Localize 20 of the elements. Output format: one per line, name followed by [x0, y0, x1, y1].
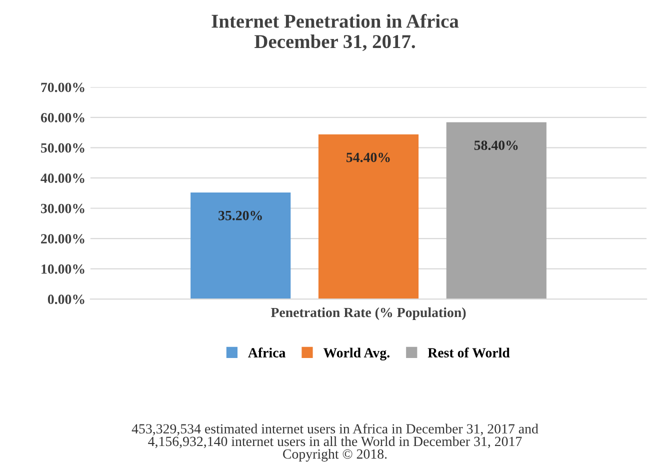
text: 453,329,534 estimated internet users in Africa in December 31, 2017 and 4,156,932,140 internet users in all the World in December 31, 2017 Copyright © 2018.	[132, 424, 538, 462]
data-label: 58.40%	[474, 140, 518, 150]
chart-title: Internet Penetration in Africa December 31, 2017.	[212, 14, 459, 51]
data-label: 54.40%	[346, 152, 390, 162]
x-tick-label: Penetration Rate (% Population)	[270, 307, 466, 320]
y-tick-label: 30.00%	[40, 204, 84, 214]
legend-label: World Avg.	[323, 348, 390, 360]
y-tick-label: 40.00%	[40, 174, 84, 183]
y-tick-label: 20.00%	[41, 234, 84, 244]
y-tick-label: 50.00%	[41, 143, 84, 153]
y-tick-label: 70.00%	[41, 82, 84, 92]
bar	[318, 134, 419, 300]
bar	[190, 192, 291, 300]
y-tick-label: 10.00%	[42, 264, 84, 274]
legend-label: Africa	[248, 348, 286, 358]
bar	[446, 122, 546, 300]
y-tick-label: 60.00%	[40, 112, 84, 122]
data-label: 35.20%	[218, 210, 262, 220]
y-tick-label: 0.00%	[48, 294, 84, 304]
legend-label: Rest of World	[428, 348, 510, 358]
